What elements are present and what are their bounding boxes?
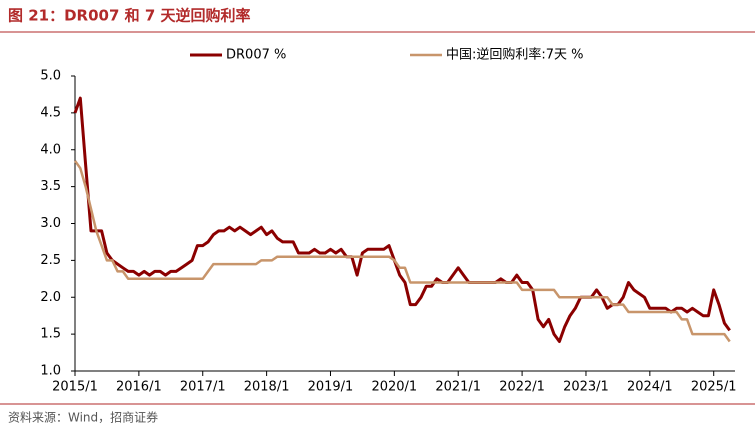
x-tick-label: 2018/1 xyxy=(244,380,290,395)
x-tick-label: 2023/1 xyxy=(563,380,609,395)
x-tick-label: 2024/1 xyxy=(627,380,673,395)
x-tick-label: 2019/1 xyxy=(308,380,354,395)
y-tick-label: 1.0 xyxy=(40,364,61,379)
x-tick-label: 2020/1 xyxy=(371,380,417,395)
y-tick-label: 4.0 xyxy=(40,142,61,157)
series-line xyxy=(73,96,731,343)
y-tick-label: 3.0 xyxy=(40,216,61,231)
x-tick-label: 2015/1 xyxy=(52,380,98,395)
x-tick-label: 2017/1 xyxy=(180,380,226,395)
chart-title: 图 21：DR007 和 7 天逆回购利率 xyxy=(8,7,251,25)
legend-label: 中国:逆回购利率:7天 % xyxy=(446,47,584,63)
legend-label: DR007 % xyxy=(226,48,286,63)
source-note: 资料来源：Wind，招商证券 xyxy=(8,410,158,425)
y-tick-label: 2.5 xyxy=(40,253,61,268)
series-line xyxy=(73,160,731,343)
y-tick-label: 3.5 xyxy=(40,179,61,194)
y-tick-label: 1.5 xyxy=(40,327,61,342)
x-tick-label: 2025/1 xyxy=(691,380,737,395)
x-tick-label: 2021/1 xyxy=(435,380,481,395)
x-tick-label: 2016/1 xyxy=(116,380,162,395)
y-tick-label: 5.0 xyxy=(40,69,61,84)
y-tick-label: 4.5 xyxy=(40,105,61,120)
y-tick-label: 2.0 xyxy=(40,290,61,305)
x-tick-label: 2022/1 xyxy=(499,380,545,395)
